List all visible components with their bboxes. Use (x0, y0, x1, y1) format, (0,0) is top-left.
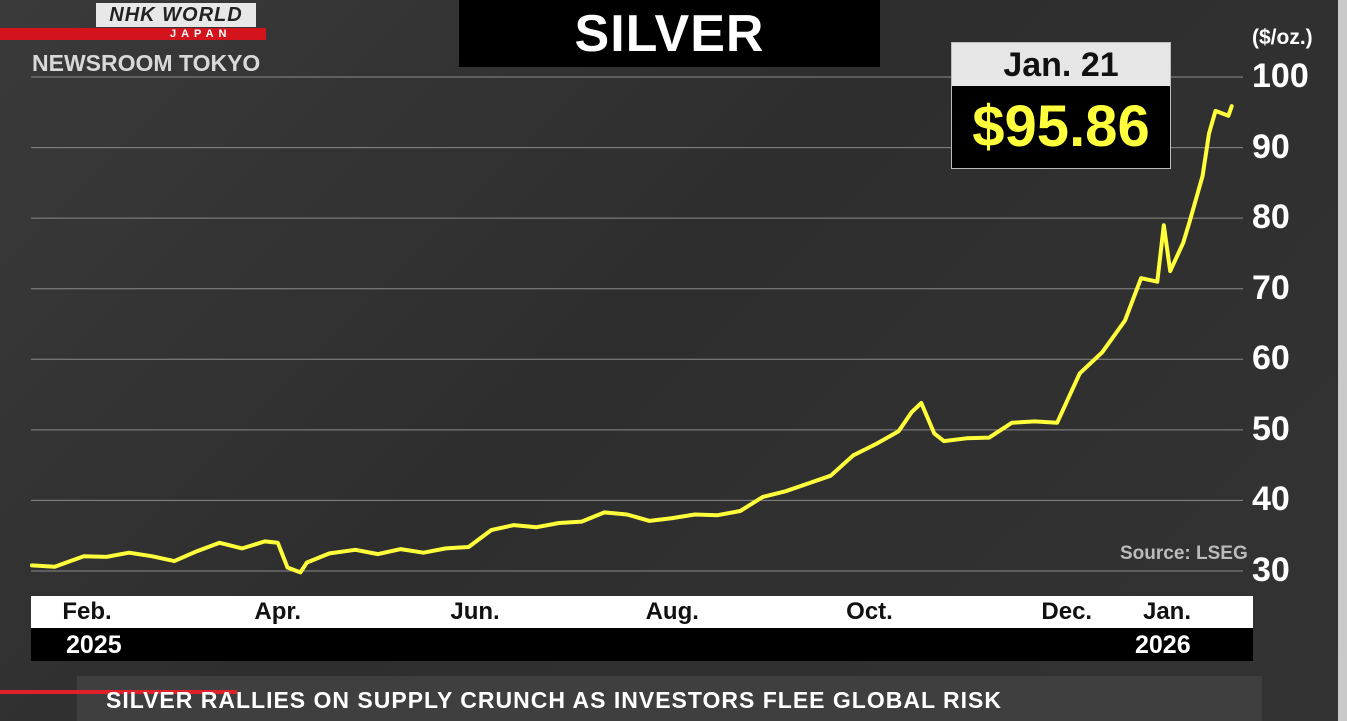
year-label-2025: 2025 (66, 631, 122, 659)
callout-date: Jan. 21 (952, 43, 1170, 86)
source-label: Source: LSEG (1120, 543, 1248, 564)
x-tick-label-aug: Aug. (645, 598, 699, 625)
x-tick-label-feb: Feb. (62, 598, 112, 625)
x-tick-label-oct: Oct. (846, 598, 893, 625)
x-tick-label-apr: Apr. (254, 598, 302, 625)
nhk-world-logo: NHK WORLD JAPAN (0, 0, 266, 42)
logo-sub-text: JAPAN (170, 28, 232, 40)
news-ticker (77, 676, 1262, 721)
price-callout: Jan. 21 $95.86 (951, 42, 1171, 169)
silver-price-line (30, 104, 1234, 575)
y-tick-label-30: 30 (1252, 551, 1290, 589)
y-tick-label-90: 90 (1252, 127, 1290, 166)
x-tick-label-dec: Dec. (1041, 598, 1093, 625)
y-tick-label-80: 80 (1252, 198, 1290, 237)
y-axis-unit: ($/oz.) (1252, 26, 1313, 49)
chart-title: SILVER (459, 0, 880, 67)
y-tick-label-100: 100 (1252, 57, 1309, 95)
y-tick-label-50: 50 (1252, 409, 1290, 448)
x-axis-band (31, 596, 1253, 628)
ticker-headline: SILVER RALLIES ON SUPPLY CRUNCH AS INVES… (106, 687, 1002, 713)
ticker-progress-bar (0, 690, 237, 694)
callout-price: $95.86 (972, 94, 1150, 159)
year-band (31, 628, 1253, 661)
y-tick-label-40: 40 (1252, 480, 1290, 519)
y-tick-label-70: 70 (1252, 268, 1290, 307)
x-tick-label-jan: Jan. (1142, 598, 1192, 625)
year-label-2026: 2026 (1135, 631, 1191, 659)
right-edge (1338, 0, 1347, 721)
grid-lines (31, 76, 1243, 572)
logo-main-text: NHK WORLD (96, 3, 256, 27)
program-name: NEWSROOM TOKYO (32, 50, 261, 76)
x-tick-label-jun: Jun. (450, 598, 500, 625)
logo-red-bar (0, 28, 266, 40)
y-tick-label-60: 60 (1252, 339, 1290, 378)
